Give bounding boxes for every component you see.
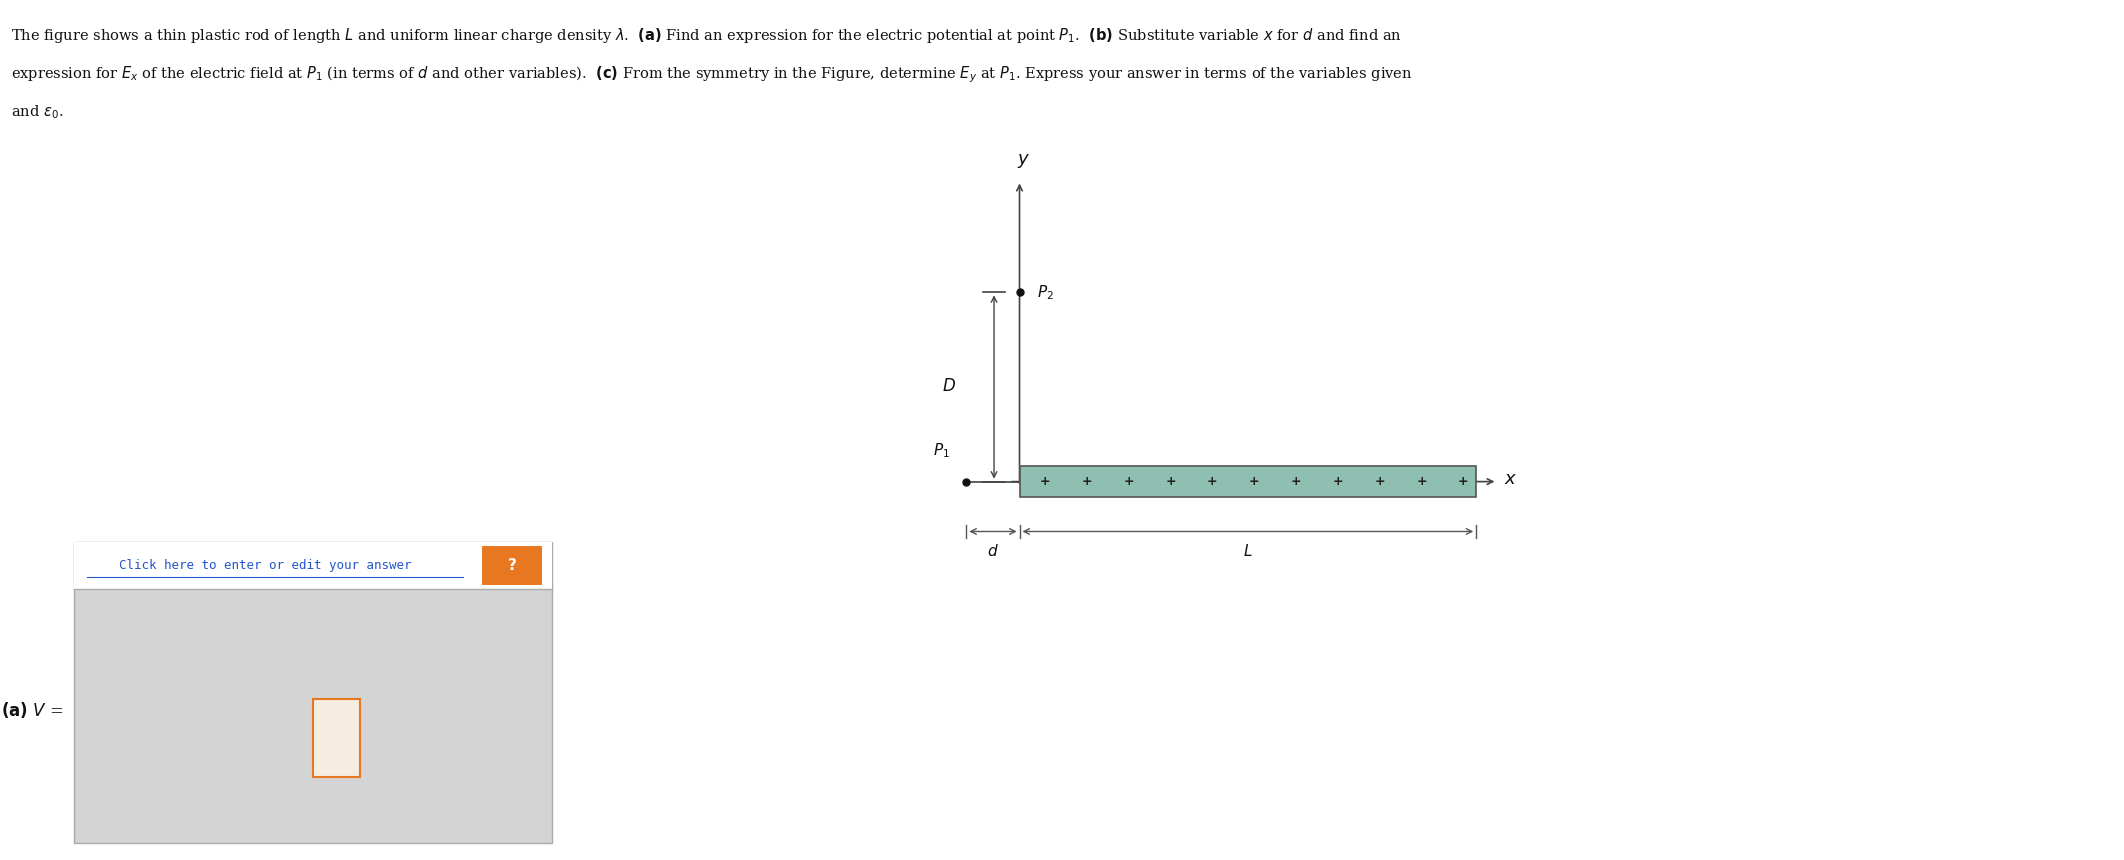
Text: +: + (1124, 475, 1134, 488)
Text: Click here to enter or edit your answer: Click here to enter or edit your answer (119, 559, 412, 572)
Text: and $\varepsilon_0$.: and $\varepsilon_0$. (11, 103, 64, 121)
Text: +: + (1332, 475, 1342, 488)
Bar (482, 546, 542, 585)
Text: $D$: $D$ (941, 378, 956, 396)
Bar (314, 699, 361, 777)
Bar (74, 542, 552, 589)
Text: $\mathbf{(a)}$ $V$ =: $\mathbf{(a)}$ $V$ = (2, 700, 64, 721)
Text: +: + (1291, 475, 1302, 488)
Text: $P_2$: $P_2$ (1037, 283, 1054, 302)
Text: +: + (1374, 475, 1385, 488)
Text: expression for $E_x$ of the electric field at $P_1$ (in terms of $d$ and other v: expression for $E_x$ of the electric fie… (11, 64, 1412, 85)
Text: $L$: $L$ (1243, 543, 1253, 559)
Text: $y$: $y$ (1017, 152, 1030, 170)
Text: +: + (1417, 475, 1427, 488)
Text: The figure shows a thin plastic rod of length $L$ and uniform linear charge dens: The figure shows a thin plastic rod of l… (11, 26, 1402, 45)
Text: +: + (1166, 475, 1177, 488)
Text: ?: ? (508, 558, 516, 573)
Text: +: + (1039, 475, 1051, 488)
Text: +: + (1457, 475, 1470, 488)
Bar (1020, 466, 1476, 497)
Text: +: + (1206, 475, 1217, 488)
Text: $d$: $d$ (988, 543, 998, 559)
Text: $P_1$: $P_1$ (932, 441, 949, 460)
Text: $x$: $x$ (1504, 470, 1517, 488)
Text: +: + (1081, 475, 1092, 488)
Bar (74, 542, 552, 843)
Text: +: + (1249, 475, 1260, 488)
